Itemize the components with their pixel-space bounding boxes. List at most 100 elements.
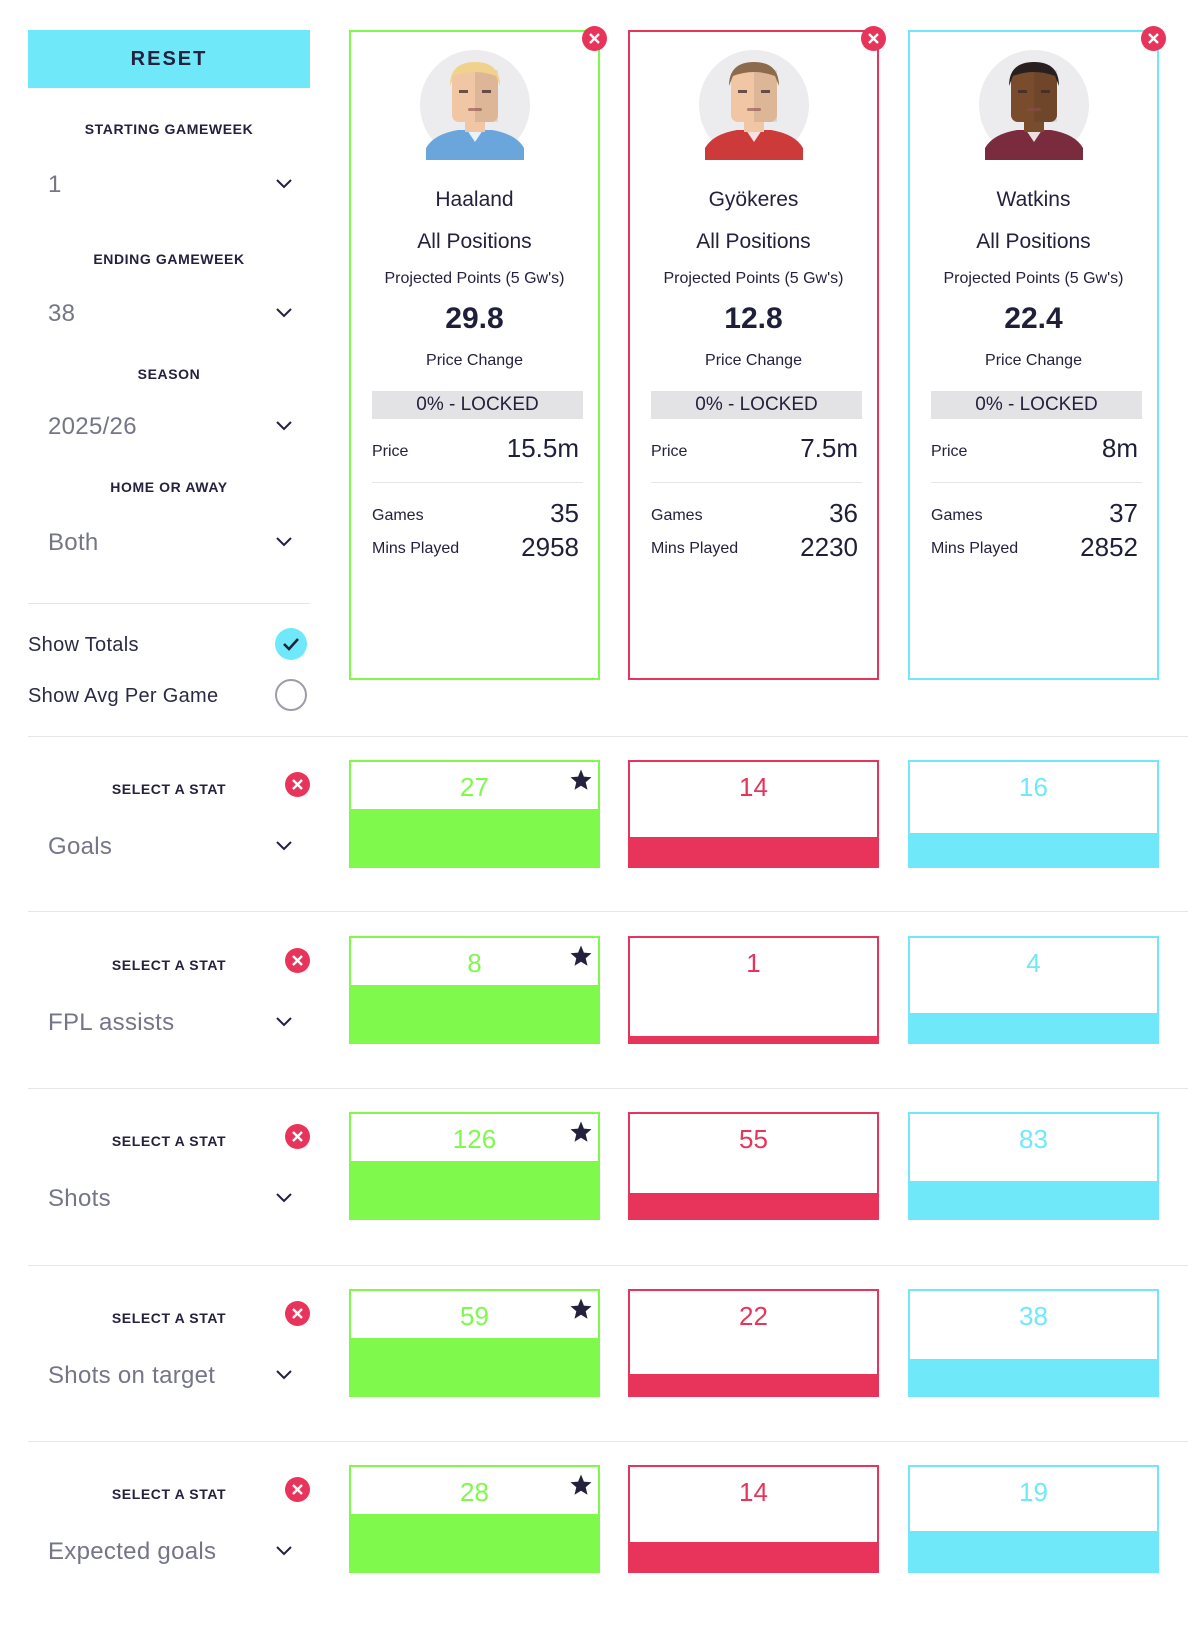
remove-player-icon[interactable] [861,26,886,51]
player-name: Watkins [996,188,1071,211]
section-divider [28,911,1188,912]
stat-value: 22 [739,1301,768,1331]
stat-bar-fill [910,1531,1157,1571]
season-value: 2025/26 [48,413,137,440]
show-avg-option[interactable]: Show Avg Per Game [28,677,310,717]
season-select[interactable]: 2025/26 [28,407,310,447]
remove-stat-icon[interactable] [285,1301,310,1326]
stat-select[interactable]: Shots on target [28,1356,310,1396]
stat-value: 83 [1019,1124,1048,1154]
stat-select[interactable]: FPL assists [28,1003,310,1043]
star-icon [570,1121,592,1142]
projected-points-label: Projected Points (5 Gw's) [943,270,1124,287]
card-divider [931,482,1142,483]
ending-gameweek-value: 38 [48,300,76,327]
chevron-down-icon [276,841,292,851]
projected-points-value: 22.4 [1004,302,1063,335]
remove-stat-icon[interactable] [285,772,310,797]
show-totals-option[interactable]: Show Totals [28,626,310,666]
projected-points-value: 29.8 [445,302,504,335]
section-divider [28,1441,1188,1442]
games-label: Games [372,507,424,524]
remove-stat-icon[interactable] [285,1477,310,1502]
card-divider [651,482,862,483]
stat-label: SELECT A STAT [111,957,227,973]
stat-value-box: 19 [908,1465,1159,1573]
chevron-down-icon [276,1193,292,1203]
stat-bar-fill [351,1513,598,1571]
stat-bar-fill [351,1160,598,1218]
stat-label: SELECT A STAT [111,1310,227,1326]
stat-select-value: Expected goals [48,1538,217,1565]
starting-gameweek-label: STARTING GAMEWEEK [84,121,254,137]
player-avatar-icon [699,50,809,160]
stat-value: 28 [460,1477,489,1507]
player-avatar-icon [979,50,1089,160]
projected-points-label: Projected Points (5 Gw's) [663,270,844,287]
chevron-down-icon [276,421,292,431]
player-card: Haaland All Positions Projected Points (5 … [349,26,607,680]
remove-player-icon[interactable] [582,26,607,51]
stat-label: SELECT A STAT [111,781,227,797]
home-or-away-select[interactable]: Both [28,523,310,563]
player-card: Watkins All Positions Projected Points (5 … [908,26,1166,680]
stat-bar-fill [351,808,598,866]
stat-value: 8 [467,948,482,978]
stat-select-value: Shots [48,1185,111,1212]
star-icon [570,1474,592,1495]
stat-value-box: 16 [908,760,1159,868]
player-name: Gyökeres [708,188,799,211]
stat-value-box: 4 [908,936,1159,1044]
games-value: 37 [1109,498,1138,528]
stat-bar-fill [351,1337,598,1395]
price-change-value: 0% - LOCKED [931,391,1142,419]
stat-select[interactable]: Goals [28,827,310,867]
ending-gameweek-select[interactable]: 38 [28,294,310,334]
stat-select[interactable]: Expected goals [28,1532,310,1572]
stat-select-value: Goals [48,833,113,860]
remove-stat-icon[interactable] [285,1124,310,1149]
price-value: 8m [1101,433,1138,463]
stat-value-box: 14 [628,1465,879,1573]
price-value: 15.5m [506,433,579,463]
star-icon [570,769,592,790]
ending-gameweek-label: ENDING GAMEWEEK [93,251,245,267]
mins-played-label: Mins Played [651,540,739,557]
show-totals-radio[interactable] [275,628,307,660]
stat-bar-fill [630,1374,877,1395]
stat-value-box: 126 [349,1112,600,1220]
show-avg-label: Show Avg Per Game [28,685,219,707]
stat-value-box: 27 [349,760,600,868]
chevron-down-icon [276,179,292,189]
stat-bar-fill [910,1012,1157,1042]
player-position: All Positions [696,230,811,253]
reset-button[interactable]: RESET [28,30,310,88]
remove-player-icon[interactable] [1141,26,1166,51]
price-change-label: Price Change [985,352,1082,369]
price-value: 7.5m [800,433,858,463]
projected-points-value: 12.8 [724,302,783,335]
stat-value: 16 [1019,772,1048,802]
star-icon [570,1298,592,1319]
season-label: SEASON [137,366,201,382]
stat-value-box: 8 [349,936,600,1044]
stat-bar-fill [630,1035,877,1042]
stat-bar-fill [630,836,877,866]
home-or-away-label: HOME OR AWAY [110,479,228,495]
sidebar-divider [28,603,310,604]
section-divider [28,1265,1188,1266]
stat-value: 55 [739,1124,768,1154]
starting-gameweek-select[interactable]: 1 [28,165,310,205]
player-position: All Positions [417,230,532,253]
starting-gameweek-value: 1 [48,171,62,198]
show-avg-radio[interactable] [275,679,307,711]
stat-value: 19 [1019,1477,1048,1507]
chevron-down-icon [276,1017,292,1027]
price-label: Price [651,443,688,460]
chevron-down-icon [276,308,292,318]
stat-value-box: 83 [908,1112,1159,1220]
stat-select[interactable]: Shots [28,1179,310,1219]
stat-value: 14 [739,772,768,802]
stat-value-box: 28 [349,1465,600,1573]
remove-stat-icon[interactable] [285,948,310,973]
